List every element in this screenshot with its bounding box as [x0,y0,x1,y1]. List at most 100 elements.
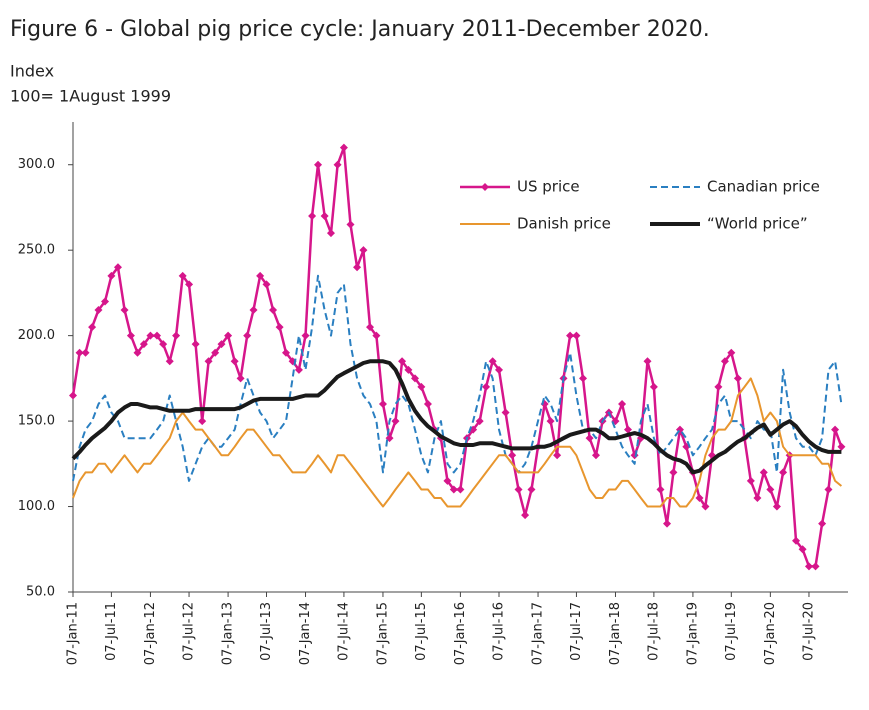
data-point [456,485,465,494]
series-line [71,359,842,475]
data-point [256,271,265,280]
data-point [404,365,413,374]
data-point [792,536,801,545]
data-point [546,417,555,426]
data-point [139,340,148,349]
series-line [72,274,843,482]
subtitle: 100= 1August 1999 [10,87,171,106]
x-tick-label: 07-Jul-20 [801,602,816,661]
data-point [165,357,174,366]
data-point [553,451,562,460]
x-tick-label: 07-Jul-13 [259,602,274,661]
data-point [585,434,594,443]
data-point [818,519,827,528]
data-point [230,357,239,366]
data-point [579,374,588,383]
data-point [566,331,575,340]
data-point [94,306,103,314]
data-point [378,400,387,408]
data-point [101,297,110,306]
data-point [153,331,162,340]
legend-marker [481,183,489,191]
x-tick-label: 07-Jul-18 [646,602,661,661]
legend-label: Canadian price [707,178,820,196]
x-tick-label: 07-Jan-13 [221,602,236,665]
data-point [831,425,840,434]
data-point [81,348,90,357]
data-point [410,374,419,383]
data-point [359,246,368,255]
data-point [423,400,432,408]
data-point [669,468,678,477]
data-point [353,263,362,272]
data-point [630,451,639,460]
chart-title: Figure 6 - Global pig price cycle: Janua… [10,17,710,42]
data-point [837,442,846,451]
data-point [172,331,181,340]
data-point [772,502,781,511]
data-point [88,323,97,332]
data-point [243,331,252,340]
data-point [618,400,627,408]
y-tick-label: 150.0 [18,414,55,429]
legend-label: Danish price [517,215,611,233]
data-point [733,374,742,383]
data-point [623,425,632,434]
data-point [146,331,155,340]
data-point [308,212,317,220]
data-point [185,280,194,289]
y-tick-label: 200.0 [18,328,55,343]
x-tick-label: 07-Jan-20 [763,602,778,665]
data-point [236,374,245,383]
data-point [126,331,135,340]
data-point [275,323,284,332]
data-point [527,485,536,494]
data-point [746,476,755,485]
data-point [269,306,278,314]
data-point [133,348,142,357]
legend-label: “World price” [707,215,808,233]
x-tick-label: 07-Jul-17 [569,602,584,661]
data-point [475,417,484,426]
x-tick-label: 07-Jul-15 [414,602,429,661]
x-tick-label: 07-Jan-14 [298,602,313,665]
data-point [178,271,187,280]
x-tick-label: 07-Jul-11 [104,602,119,661]
data-point [417,382,426,391]
data-point [282,348,291,357]
data-point [720,357,729,366]
data-point [301,331,310,340]
data-point [224,331,233,340]
data-point [346,220,355,229]
data-point [69,391,77,400]
x-tick-label: 07-Jan-12 [143,602,158,665]
data-point [372,331,381,340]
data-point [191,340,200,349]
data-point [314,160,323,169]
data-point [488,357,497,366]
data-point [391,417,400,426]
data-point [398,357,407,366]
data-point [727,348,736,357]
data-point [804,562,813,571]
data-point [326,229,335,238]
data-point [198,417,207,426]
data-point [211,348,220,357]
x-tick-label: 07-Jan-11 [66,602,81,665]
x-tick-label: 07-Jul-14 [336,602,351,661]
data-point [482,382,491,391]
x-tick-label: 07-Jul-19 [724,602,739,661]
data-point [217,340,226,349]
series-line [72,377,843,508]
data-point [366,323,375,332]
data-point [107,271,116,280]
x-tick-label: 07-Jan-19 [685,602,700,665]
x-tick-label: 07-Jul-16 [492,602,507,661]
data-point [204,357,213,366]
data-point [663,519,672,528]
y-axis-label: Index [10,62,54,81]
data-point [262,280,271,289]
data-point [508,451,517,460]
data-point [798,545,807,554]
y-tick-label: 250.0 [18,243,55,258]
